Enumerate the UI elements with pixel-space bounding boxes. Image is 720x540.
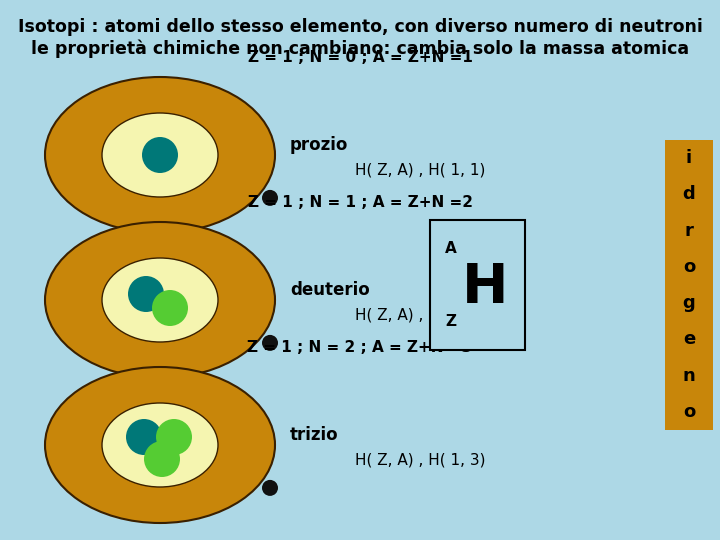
Text: H( Z, A) , H( 1, 2): H( Z, A) , H( 1, 2) bbox=[355, 307, 485, 322]
Ellipse shape bbox=[144, 441, 180, 477]
Ellipse shape bbox=[152, 290, 188, 326]
Ellipse shape bbox=[156, 419, 192, 455]
FancyBboxPatch shape bbox=[665, 140, 713, 430]
Text: prozio: prozio bbox=[290, 136, 348, 154]
Ellipse shape bbox=[102, 403, 218, 487]
Ellipse shape bbox=[45, 222, 275, 378]
Text: o: o bbox=[683, 258, 695, 276]
Ellipse shape bbox=[126, 419, 162, 455]
Text: le proprietà chimiche non cambiano: cambia solo la massa atomica: le proprietà chimiche non cambiano: camb… bbox=[31, 40, 689, 58]
Ellipse shape bbox=[262, 190, 278, 206]
Text: deuterio: deuterio bbox=[290, 281, 370, 299]
FancyBboxPatch shape bbox=[430, 220, 525, 350]
Text: g: g bbox=[683, 294, 696, 312]
Text: Z = 1 ; N = 1 ; A = Z+N =2: Z = 1 ; N = 1 ; A = Z+N =2 bbox=[248, 195, 472, 210]
Text: Isotopi : atomi dello stesso elemento, con diverso numero di neutroni: Isotopi : atomi dello stesso elemento, c… bbox=[17, 18, 703, 36]
Text: o: o bbox=[683, 403, 695, 421]
Ellipse shape bbox=[262, 335, 278, 351]
Ellipse shape bbox=[102, 113, 218, 197]
Text: A: A bbox=[445, 241, 456, 256]
Text: H: H bbox=[462, 261, 508, 315]
Text: r: r bbox=[685, 221, 693, 240]
Ellipse shape bbox=[142, 137, 178, 173]
Ellipse shape bbox=[262, 480, 278, 496]
Text: n: n bbox=[683, 367, 696, 384]
Text: i: i bbox=[686, 149, 692, 167]
Ellipse shape bbox=[45, 77, 275, 233]
Ellipse shape bbox=[45, 367, 275, 523]
Text: Z: Z bbox=[446, 314, 456, 329]
Text: H( Z, A) , H( 1, 1): H( Z, A) , H( 1, 1) bbox=[355, 163, 485, 178]
Text: e: e bbox=[683, 330, 695, 348]
Text: d: d bbox=[683, 185, 696, 204]
Text: Z = 1 ; N = 2 ; A = Z+N =3: Z = 1 ; N = 2 ; A = Z+N =3 bbox=[248, 340, 472, 355]
Text: trizio: trizio bbox=[290, 426, 338, 444]
Ellipse shape bbox=[128, 276, 164, 312]
Text: Z = 1 ; N = 0 ; A = Z+N =1: Z = 1 ; N = 0 ; A = Z+N =1 bbox=[248, 50, 472, 65]
Ellipse shape bbox=[102, 258, 218, 342]
Text: H( Z, A) , H( 1, 3): H( Z, A) , H( 1, 3) bbox=[355, 453, 485, 468]
